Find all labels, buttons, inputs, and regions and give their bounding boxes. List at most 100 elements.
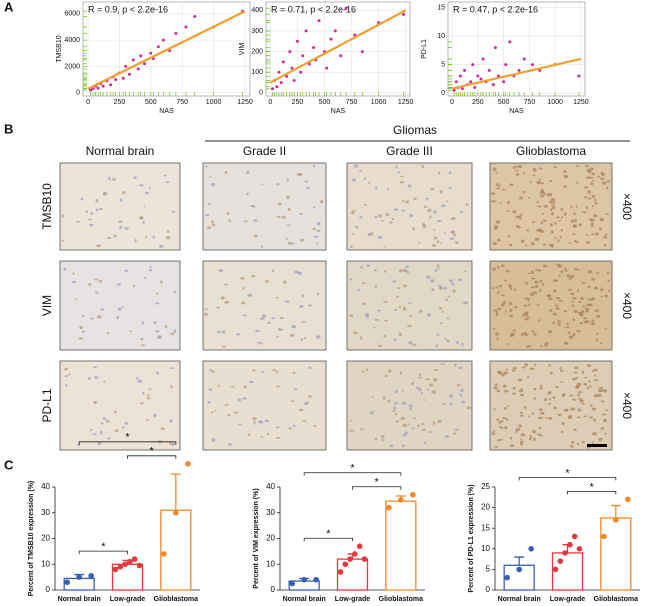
cell-nucleus — [95, 198, 99, 203]
cell-nucleus — [402, 423, 407, 428]
cell-nucleus — [524, 244, 528, 247]
cell-nucleus — [500, 419, 504, 423]
cell-nucleus — [531, 221, 536, 223]
cell-nucleus — [589, 167, 594, 171]
data-point — [76, 574, 82, 580]
cell-nucleus — [591, 319, 595, 322]
cell-nucleus — [577, 397, 583, 400]
cell-nucleus — [530, 270, 534, 274]
cell-nucleus — [242, 286, 245, 290]
cell-nucleus — [538, 416, 543, 420]
y-tick-label: 20 — [41, 534, 50, 543]
point — [174, 32, 178, 36]
cell-nucleus — [261, 370, 264, 374]
point — [325, 66, 329, 70]
cell-nucleus — [79, 325, 83, 330]
data-point — [301, 576, 307, 583]
cell-nucleus — [253, 219, 258, 222]
cell-nucleus — [533, 437, 536, 442]
x-tick-label: 500 — [145, 99, 157, 106]
cell-nucleus — [119, 225, 123, 229]
y-tick-label: 10 — [266, 559, 275, 568]
cell-nucleus — [528, 303, 531, 307]
significance-label: * — [565, 467, 570, 479]
x-tick-label: Glioblastoma — [379, 596, 423, 603]
cell-nucleus — [117, 307, 122, 311]
y-tick-label: 0 — [76, 90, 80, 97]
cell-nucleus — [455, 341, 459, 344]
point — [285, 74, 289, 78]
cell-nucleus — [446, 317, 450, 320]
cell-nucleus — [449, 402, 453, 406]
cell-nucleus — [242, 397, 247, 400]
point — [471, 63, 475, 67]
cell-nucleus — [431, 288, 435, 292]
row-label: PD-L1 — [40, 388, 54, 422]
y-tick-label: 5 — [441, 62, 445, 69]
data-point — [356, 543, 363, 550]
cell-nucleus — [316, 222, 321, 226]
cell-nucleus — [539, 279, 543, 283]
x-tick-label: 250 — [292, 99, 304, 106]
cell-nucleus — [143, 276, 147, 279]
significance-label: * — [590, 481, 595, 493]
cell-nucleus — [512, 329, 517, 332]
cell-nucleus — [587, 270, 593, 274]
data-point — [571, 533, 578, 540]
cell-nucleus — [531, 286, 535, 289]
cell-nucleus — [573, 267, 578, 271]
cell-nucleus — [550, 212, 555, 216]
cell-nucleus — [144, 191, 149, 195]
cell-nucleus — [211, 370, 215, 374]
cell-nucleus — [77, 443, 80, 447]
x-tick-label: 250 — [114, 99, 126, 106]
point — [131, 58, 135, 62]
data-point — [112, 566, 119, 573]
point — [96, 86, 100, 90]
x-tick-label: 0 — [450, 99, 454, 106]
cell-nucleus — [515, 430, 518, 433]
y-tick-label: 300 — [251, 28, 263, 35]
cell-nucleus — [111, 178, 116, 181]
cell-nucleus — [493, 386, 498, 390]
cell-nucleus — [204, 214, 210, 217]
cell-nucleus — [164, 324, 168, 329]
panel-label: B — [4, 121, 13, 136]
cell-nucleus — [93, 400, 97, 405]
magnification: ×400 — [620, 392, 634, 419]
cell-nucleus — [573, 428, 577, 431]
cell-nucleus — [433, 368, 439, 371]
cell-nucleus — [433, 377, 438, 382]
cell-nucleus — [547, 391, 552, 395]
cell-nucleus — [517, 378, 523, 382]
cell-nucleus — [579, 399, 584, 403]
cell-nucleus — [393, 338, 397, 342]
cell-nucleus — [515, 165, 518, 168]
cell-nucleus — [440, 242, 443, 245]
cell-nucleus — [529, 181, 532, 184]
cell-nucleus — [599, 288, 604, 292]
cell-nucleus — [237, 398, 242, 402]
cell-nucleus — [588, 218, 593, 221]
cell-nucleus — [417, 242, 421, 244]
y-tick-label: 0 — [271, 585, 276, 594]
cell-nucleus — [522, 190, 526, 194]
cell-nucleus — [463, 301, 468, 305]
cell-nucleus — [499, 284, 503, 288]
point — [508, 40, 512, 44]
cell-nucleus — [579, 321, 583, 325]
cell-nucleus — [366, 315, 369, 319]
cell-nucleus — [446, 339, 450, 343]
cell-nucleus — [102, 417, 107, 421]
cell-nucleus — [525, 281, 528, 285]
cell-nucleus — [134, 238, 137, 243]
point — [136, 67, 140, 71]
cell-nucleus — [504, 310, 508, 313]
point — [89, 88, 93, 92]
cell-nucleus — [539, 230, 545, 233]
cell-nucleus — [256, 341, 261, 344]
cell-nucleus — [208, 388, 213, 391]
cell-nucleus — [500, 426, 504, 430]
cell-nucleus — [493, 430, 496, 432]
cell-nucleus — [554, 221, 557, 225]
